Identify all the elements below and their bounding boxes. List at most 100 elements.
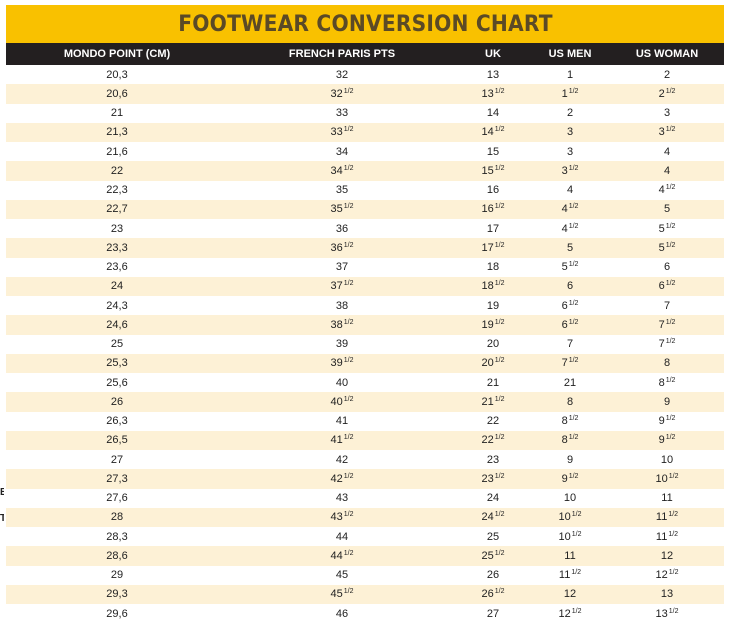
- table-cell-us-men: 51/2: [561, 261, 579, 274]
- table-cell-uk: 23: [486, 453, 500, 466]
- table-cell-uk: 131/2: [481, 87, 505, 100]
- table-row: 25,6 40 21 21 81/2: [6, 373, 724, 392]
- table-row: 20,6 321/2 131/2 11/2 21/2: [6, 84, 724, 104]
- table-row: 20,3 32 13 1 2: [6, 65, 724, 84]
- table-cell-us-woman: 5: [663, 203, 671, 216]
- table-cell-french-paris-pts: 391/2: [330, 357, 354, 370]
- column-header-mondo-point: MONDO POINT (CM): [63, 48, 171, 60]
- table-cell-us-men: 4: [566, 184, 574, 197]
- table-cell-us-woman: 31/2: [658, 126, 676, 139]
- table-cell-mondo-point: 29: [110, 569, 124, 582]
- table-cell-uk: 21: [486, 376, 500, 389]
- table-cell-us-men: 3: [566, 145, 574, 158]
- table-row: 23,6 37 18 51/2 6: [6, 258, 724, 277]
- table-cell-us-men: 81/2: [561, 415, 579, 428]
- table-cell-us-men: 2: [566, 107, 574, 120]
- table-cell-us-woman: 3: [663, 107, 671, 120]
- table-cell-us-woman: 91/2: [658, 434, 676, 447]
- table-cell-us-men: 121/2: [558, 607, 582, 620]
- title-bar: FOOTWEAR CONVERSION CHART: [6, 5, 724, 43]
- table-cell-mondo-point: 21: [110, 107, 124, 120]
- table-cell-us-men: 91/2: [561, 472, 579, 485]
- table-cell-us-men: 41/2: [561, 222, 579, 235]
- table-cell-us-men: 21: [563, 376, 577, 389]
- table-cell-mondo-point: 28,6: [106, 549, 128, 562]
- table-cell-mondo-point: 26: [110, 395, 124, 408]
- table-cell-french-paris-pts: 34: [335, 145, 349, 158]
- table-cell-mondo-point: 28: [110, 511, 124, 524]
- table-cell-uk: 26: [486, 569, 500, 582]
- table-cell-french-paris-pts: 44: [335, 530, 349, 543]
- table-cell-us-woman: 51/2: [658, 222, 676, 235]
- table-cell-french-paris-pts: 39: [335, 338, 349, 351]
- table-cell-uk: 27: [486, 607, 500, 620]
- table-cell-mondo-point: 26,5: [106, 434, 128, 447]
- table-row: 22 341/2 151/2 31/2 4: [6, 161, 724, 181]
- table-row: 24,6 381/2 191/2 61/2 71/2: [6, 315, 724, 335]
- table-cell-french-paris-pts: 37: [335, 261, 349, 274]
- table-cell-uk: 191/2: [481, 318, 505, 331]
- table-cell-mondo-point: 22,3: [106, 184, 128, 197]
- table-cell-us-men: 81/2: [561, 434, 579, 447]
- table-cell-mondo-point: 22,7: [106, 203, 128, 216]
- table-cell-french-paris-pts: 431/2: [330, 511, 354, 524]
- table-cell-mondo-point: 25,6: [106, 376, 128, 389]
- table-cell-mondo-point: 27,6: [106, 492, 128, 505]
- table-cell-us-woman: 81/2: [658, 376, 676, 389]
- table-row: 24,3 38 19 61/2 7: [6, 296, 724, 315]
- table-row: 24 371/2 181/2 6 61/2: [6, 276, 724, 296]
- column-header-uk: UK: [485, 48, 501, 60]
- table-row: 26,5 411/2 221/2 81/2 91/2: [6, 430, 724, 450]
- table-cell-us-woman: 8: [663, 357, 671, 370]
- table-cell-uk: 141/2: [481, 126, 505, 139]
- table-cell-french-paris-pts: 441/2: [330, 549, 354, 562]
- table-cell-us-woman: 4: [663, 145, 671, 158]
- table-cell-mondo-point: 23,3: [106, 241, 128, 254]
- table-row: 22,7 351/2 161/2 41/2 5: [6, 199, 724, 219]
- table-cell-french-paris-pts: 41: [335, 415, 349, 428]
- table-cell-us-men: 8: [566, 395, 574, 408]
- table-cell-us-woman: 111/2: [655, 530, 679, 543]
- table-cell-uk: 18: [486, 261, 500, 274]
- table-cell-french-paris-pts: 42: [335, 453, 349, 466]
- table-cell-mondo-point: 27: [110, 453, 124, 466]
- table-cell-french-paris-pts: 361/2: [330, 241, 354, 254]
- table-cell-uk: 19: [486, 299, 500, 312]
- table-cell-uk: 231/2: [481, 472, 505, 485]
- table-cell-mondo-point: 20,6: [106, 87, 128, 100]
- table-cell-us-woman: 21/2: [658, 87, 676, 100]
- table-cell-us-men: 12: [563, 588, 577, 601]
- table-cell-french-paris-pts: 33: [335, 107, 349, 120]
- table-cell-us-woman: 71/2: [658, 318, 676, 331]
- table-cell-uk: 13: [486, 68, 500, 81]
- table-cell-mondo-point: 28,3: [106, 530, 128, 543]
- table-row: 23,3 361/2 171/2 5 51/2: [6, 238, 724, 258]
- table-cell-uk: 251/2: [481, 549, 505, 562]
- table-cell-us-men: 61/2: [561, 299, 579, 312]
- table-row: 27 42 23 9 10: [6, 450, 724, 469]
- table-cell-uk: 22: [486, 415, 500, 428]
- table-cell-us-woman: 121/2: [655, 569, 679, 582]
- table-row: 29 45 26 111/2 121/2: [6, 566, 724, 585]
- table-row: 25 39 20 7 71/2: [6, 335, 724, 354]
- table-cell-us-woman: 4: [663, 164, 671, 177]
- table-row: 27,3 421/2 231/2 91/2 101/2: [6, 469, 724, 489]
- table-cell-uk: 151/2: [481, 164, 505, 177]
- table-cell-mondo-point: 23: [110, 222, 124, 235]
- table-cell-mondo-point: 21,6: [106, 145, 128, 158]
- table-cell-us-woman: 12: [660, 549, 674, 562]
- table-cell-us-men: 41/2: [561, 203, 579, 216]
- table-cell-french-paris-pts: 421/2: [330, 472, 354, 485]
- table-cell-mondo-point: 26,3: [106, 415, 128, 428]
- table-cell-uk: 25: [486, 530, 500, 543]
- conversion-chart: FOOTWEAR CONVERSION CHART MONDO POINT (C…: [6, 5, 724, 631]
- table-cell-us-woman: 7: [663, 299, 671, 312]
- table-cell-french-paris-pts: 43: [335, 492, 349, 505]
- chart-title: FOOTWEAR CONVERSION CHART: [177, 11, 553, 37]
- edge-mark-2: T: [0, 513, 4, 524]
- column-header-us-men: US MEN: [548, 48, 592, 60]
- table-cell-french-paris-pts: 40: [335, 376, 349, 389]
- table-cell-us-woman: 6: [663, 261, 671, 274]
- table-cell-us-men: 1: [566, 68, 574, 81]
- table-cell-mondo-point: 27,3: [106, 472, 128, 485]
